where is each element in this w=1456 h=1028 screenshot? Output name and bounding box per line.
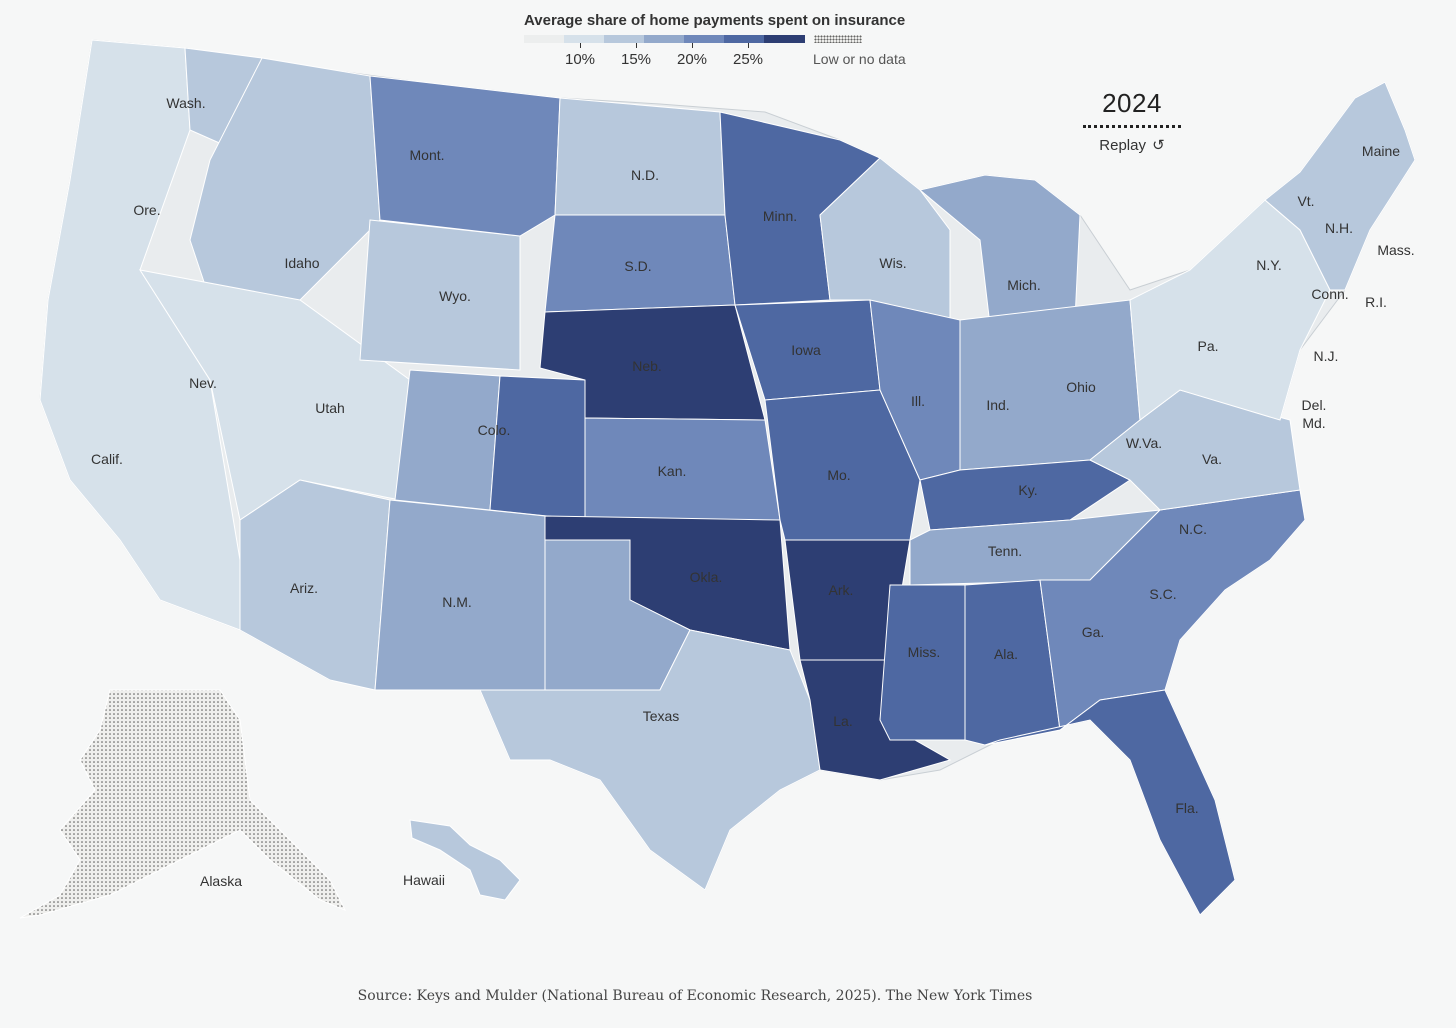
legend-tick-15 bbox=[636, 43, 637, 48]
legend: Average share of home payments spent on … bbox=[520, 12, 930, 85]
region-colorado-west[interactable] bbox=[394, 369, 501, 511]
legend-label-25: 25% bbox=[732, 51, 764, 68]
region-south-dakota[interactable] bbox=[544, 214, 736, 313]
region-arizona[interactable] bbox=[239, 479, 391, 691]
region-pacific-coast[interactable] bbox=[39, 39, 241, 631]
year-display: 2024 bbox=[1102, 88, 1162, 118]
replay-label: Replay bbox=[1099, 137, 1146, 154]
region-kansas[interactable] bbox=[584, 417, 781, 521]
legend-swatch bbox=[564, 35, 605, 43]
legend-tick-10 bbox=[580, 43, 581, 48]
legend-swatch bbox=[764, 35, 805, 43]
legend-label-10: 10% bbox=[564, 51, 596, 68]
publisher-name: The New York Times bbox=[885, 988, 1033, 1004]
replay-icon: ↺ bbox=[1152, 137, 1165, 154]
legend-title: Average share of home payments spent on … bbox=[524, 12, 906, 29]
year-timeline-dots[interactable] bbox=[1083, 125, 1181, 128]
region-alaska[interactable] bbox=[19, 689, 347, 919]
legend-tick-25 bbox=[748, 43, 749, 48]
region-florida[interactable] bbox=[984, 689, 1236, 916]
legend-swatch bbox=[604, 35, 645, 43]
legend-label-20: 20% bbox=[676, 51, 708, 68]
year-control: 2024 Replay ↺ bbox=[1080, 88, 1184, 155]
region-montana-east[interactable] bbox=[369, 75, 561, 237]
source-credit: Source: Keys and Mulder (National Bureau… bbox=[0, 988, 1390, 1004]
region-north-dakota[interactable] bbox=[554, 97, 726, 216]
legend-swatch bbox=[524, 35, 565, 43]
region-new-england-north[interactable] bbox=[1264, 81, 1416, 291]
legend-swatch bbox=[684, 35, 725, 43]
region-wisconsin[interactable] bbox=[819, 157, 951, 331]
source-text: Source: Keys and Mulder (National Bureau… bbox=[357, 988, 882, 1004]
legend-swatch bbox=[724, 35, 765, 43]
replay-button[interactable]: Replay ↺ bbox=[1099, 136, 1164, 154]
legend-tick-20 bbox=[692, 43, 693, 48]
legend-label-15: 15% bbox=[620, 51, 652, 68]
no-data-label: Low or no data bbox=[813, 51, 906, 67]
region-northeast[interactable] bbox=[1129, 199, 1331, 421]
region-nevada-utah[interactable] bbox=[138, 269, 411, 521]
region-texas[interactable] bbox=[479, 629, 821, 891]
no-data-swatch bbox=[814, 35, 862, 43]
region-new-mexico[interactable] bbox=[374, 499, 546, 691]
region-hawaii[interactable] bbox=[409, 819, 521, 901]
region-wyoming[interactable] bbox=[359, 219, 521, 371]
legend-swatch bbox=[644, 35, 685, 43]
region-michigan[interactable] bbox=[918, 174, 1081, 326]
region-mississippi[interactable] bbox=[879, 584, 966, 741]
legend-scale: 10% 15% 20% 25% Low or no data bbox=[520, 35, 930, 85]
region-colorado-east[interactable] bbox=[489, 375, 586, 521]
